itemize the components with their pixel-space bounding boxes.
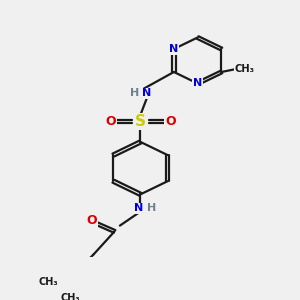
Text: H: H	[147, 203, 157, 213]
Text: N: N	[142, 88, 152, 98]
Text: O: O	[86, 214, 97, 227]
Text: H: H	[130, 88, 140, 98]
Text: CH₃: CH₃	[234, 64, 254, 74]
Text: N: N	[193, 79, 202, 88]
Text: CH₃: CH₃	[38, 278, 58, 287]
Text: CH₃: CH₃	[61, 292, 81, 300]
Text: N: N	[169, 44, 178, 54]
Text: S: S	[135, 114, 146, 129]
Text: O: O	[105, 115, 116, 128]
Text: O: O	[165, 115, 175, 128]
Text: N: N	[134, 203, 143, 213]
